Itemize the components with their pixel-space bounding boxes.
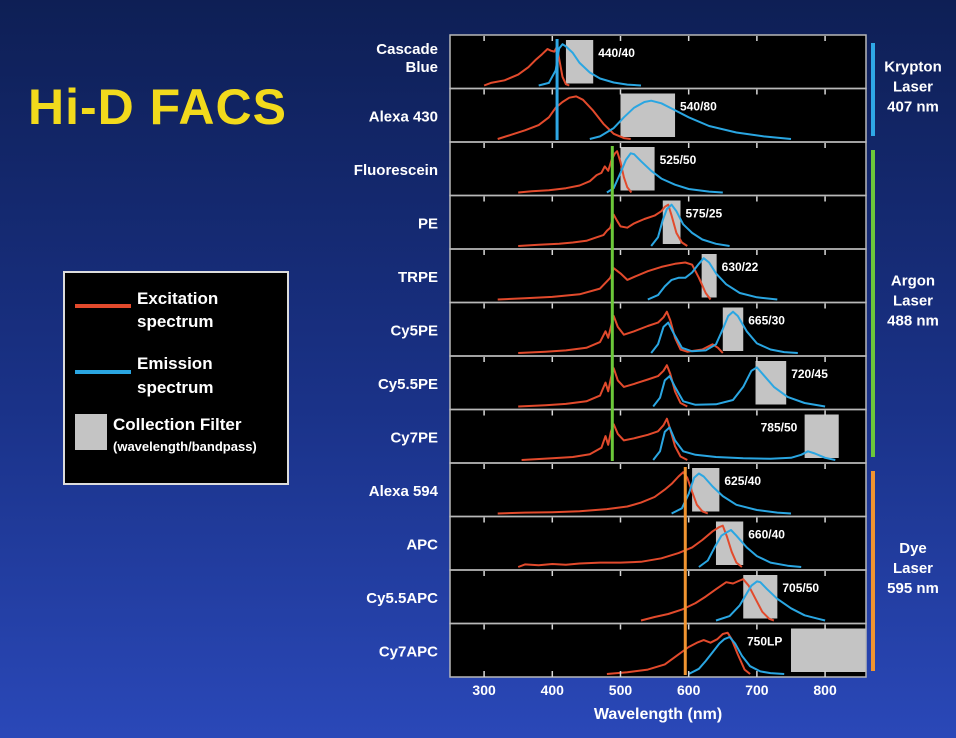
laser-label: 407 nm [887, 99, 939, 116]
filter-label: 750LP [747, 635, 782, 649]
laser-label: Argon [891, 273, 935, 290]
x-tick-label: 800 [813, 682, 837, 698]
filter-label: 525/50 [660, 153, 697, 167]
filter-box [790, 628, 866, 672]
laser-label: 595 nm [887, 580, 939, 597]
emission-curve [715, 580, 826, 622]
filter-box [722, 307, 744, 351]
x-tick-label: 600 [677, 682, 701, 698]
x-tick-label: 700 [745, 682, 769, 698]
emission-curve [650, 203, 730, 247]
chart-legend: Excitation spectrum Emission spectrum Co… [63, 271, 289, 485]
excitation-curve [518, 203, 688, 247]
panel-2 [449, 87, 867, 143]
laser-label: Laser [893, 293, 933, 310]
legend-emission-swatch [75, 370, 131, 374]
dye-name: Cy5PE [390, 322, 438, 339]
dye-name: Alexa 594 [369, 483, 439, 500]
excitation-curve [497, 261, 712, 301]
emission-curve [652, 366, 826, 408]
excitation-curve [518, 364, 688, 408]
laser-label: Krypton [884, 59, 942, 76]
dye-name: APC [406, 536, 438, 553]
excitation-curve [517, 524, 743, 568]
filter-label: 440/40 [598, 46, 635, 60]
laser-label: 488 nm [887, 313, 939, 330]
emission-curve [606, 152, 723, 194]
dye-name: Alexa 430 [369, 108, 438, 125]
laser-label: Dye [899, 540, 927, 557]
dye-name: Cascade [376, 41, 438, 58]
emission-curve [589, 99, 792, 140]
legend-excitation-label-1: Excitation [137, 289, 219, 308]
panel-12 [449, 622, 867, 678]
emission-curve [671, 472, 792, 515]
x-axis-label: Wavelength (nm) [594, 706, 722, 723]
excitation-curve [483, 45, 570, 87]
excitation-curve [518, 150, 633, 194]
filter-label: 630/22 [722, 260, 759, 274]
excitation-curve [606, 631, 751, 675]
emission-curve [650, 310, 798, 354]
dye-name: Cy7APC [379, 643, 438, 660]
panel-7 [449, 355, 867, 411]
emission-curve [698, 529, 802, 568]
filter-box [620, 93, 676, 137]
dye-name: Cy5.5APC [366, 590, 438, 607]
filter-label: 625/40 [724, 474, 761, 488]
legend-emission-label-1: Emission [137, 354, 213, 373]
filter-label: 785/50 [761, 421, 798, 435]
legend-filter-label-1: Collection Filter [113, 415, 242, 434]
panel-8 [449, 408, 867, 464]
slide-title: Hi-D FACS [28, 79, 287, 135]
filter-label: 575/25 [686, 207, 723, 221]
laser-label: Laser [893, 560, 933, 577]
filter-label: 720/45 [791, 367, 828, 381]
legend-filter-label-2: (wavelength/bandpass) [113, 439, 257, 454]
dye-name: Fluorescein [354, 162, 438, 179]
legend-excitation-label-2: spectrum [137, 312, 214, 331]
filter-label: 705/50 [782, 581, 819, 595]
dye-name: Cy5.5PE [378, 376, 438, 393]
emission-curve [652, 426, 836, 461]
filter-label: 660/40 [748, 528, 785, 542]
emission-curve [647, 257, 778, 301]
x-tick-label: 300 [472, 682, 496, 698]
x-tick-label: 400 [541, 682, 565, 698]
dye-name: Cy7PE [390, 429, 438, 446]
legend-filter-swatch [75, 414, 107, 450]
dye-name: Blue [405, 59, 438, 76]
emission-curve [688, 636, 785, 675]
x-tick-label: 500 [609, 682, 633, 698]
legend-excitation-swatch [75, 304, 131, 308]
legend-emission-label-2: spectrum [137, 378, 214, 397]
dye-name: PE [418, 215, 438, 232]
filter-box [701, 254, 717, 298]
dye-name: TRPE [398, 269, 438, 286]
filter-label: 540/80 [680, 100, 717, 114]
filter-box [804, 414, 839, 458]
panel-border [449, 622, 867, 678]
filter-label: 665/30 [748, 314, 785, 328]
excitation-curve [640, 578, 775, 622]
laser-label: Laser [893, 79, 933, 96]
excitation-curve [497, 471, 709, 515]
